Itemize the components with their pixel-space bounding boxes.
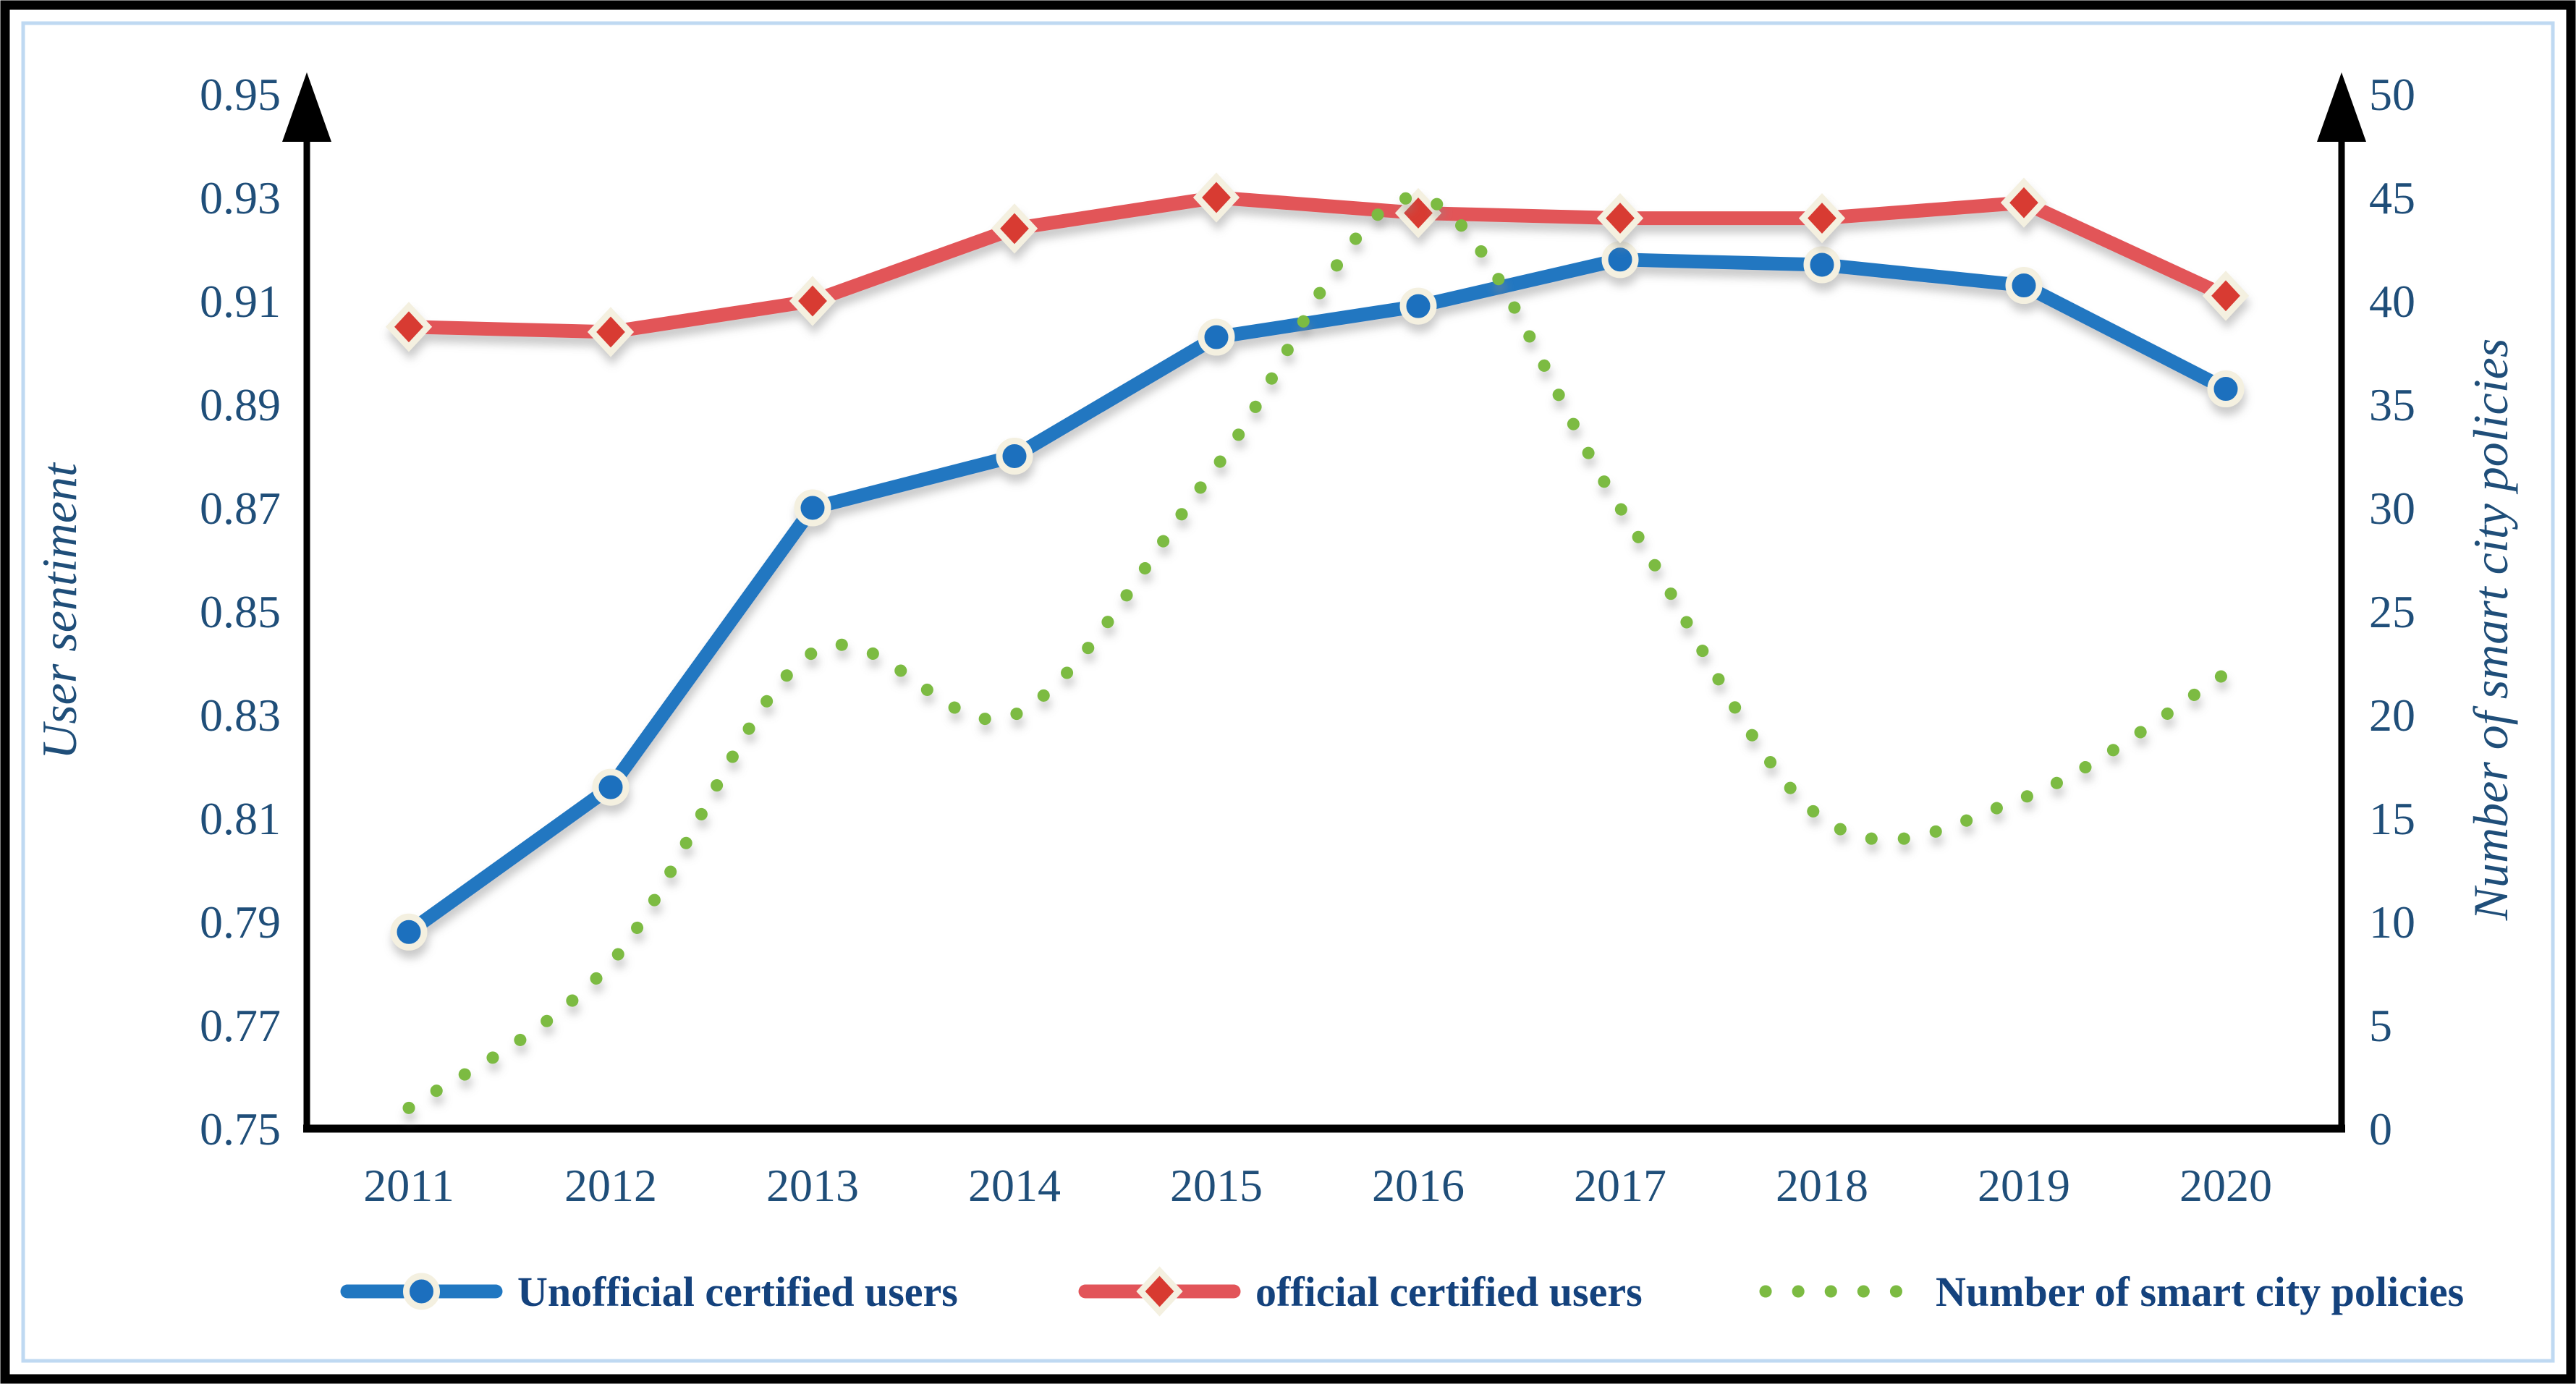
data-point-marker (403, 1273, 440, 1310)
left-tick-label: 0.77 (200, 1000, 281, 1051)
legend-item: Number of smart city policies (1759, 1268, 2464, 1315)
left-tick-label: 0.87 (200, 483, 281, 534)
legend-item: official certified users (1078, 1266, 1643, 1317)
right-tick-label: 35 (2369, 379, 2415, 430)
year-label: 2012 (564, 1160, 657, 1211)
right-tick-label: 40 (2369, 276, 2415, 327)
left-tick-label: 0.81 (200, 793, 281, 844)
left-tick-label: 0.83 (200, 689, 281, 741)
series-official (385, 172, 2250, 357)
data-point-marker (2005, 267, 2043, 305)
series-lines (385, 172, 2250, 1114)
data-point-marker (996, 438, 1033, 475)
right-tick-label: 50 (2369, 69, 2415, 120)
left-tick-label: 0.91 (200, 276, 281, 327)
left-axis-arrow-icon (282, 72, 331, 142)
data-point-marker (1798, 192, 1846, 244)
legend-item-label: Unofficial certified users (517, 1268, 958, 1315)
right-axis-title: Number of smart city policies (2463, 339, 2518, 922)
left-tick-label: 0.93 (200, 172, 281, 224)
left-tick-label: 0.79 (200, 896, 281, 948)
right-axis-ticks: 0 5 10 15 20 25 30 35 40 45 50 (2369, 69, 2415, 1155)
left-tick-label: 0.95 (200, 69, 281, 120)
right-tick-label: 5 (2369, 1000, 2392, 1051)
right-tick-label: 30 (2369, 483, 2415, 534)
left-tick-label: 0.75 (200, 1103, 281, 1155)
data-point-marker (1136, 1266, 1183, 1317)
data-point-marker (1399, 287, 1437, 325)
data-point-marker (991, 203, 1038, 254)
left-tick-label: 0.89 (200, 379, 281, 430)
year-label: 2018 (1776, 1160, 1868, 1211)
legend-item-label: official certified users (1255, 1268, 1643, 1315)
legend-item: Unofficial certified users (340, 1268, 958, 1315)
data-point-marker (1803, 246, 1841, 284)
data-point-marker (1192, 172, 1240, 223)
legend: Unofficial certified users official certi… (340, 1266, 2464, 1317)
series-line (402, 252, 2233, 939)
left-tick-label: 0.85 (200, 586, 281, 637)
year-label: 2019 (1978, 1160, 2070, 1211)
legend-item-label: Number of smart city policies (1936, 1268, 2464, 1315)
year-label: 2011 (363, 1160, 454, 1211)
data-point-marker (789, 276, 836, 326)
data-point-marker (1198, 318, 1235, 356)
right-tick-label: 0 (2369, 1103, 2392, 1155)
right-tick-label: 20 (2369, 689, 2415, 741)
data-point-marker (385, 302, 433, 352)
data-point-marker (390, 913, 428, 951)
data-point-marker (2000, 177, 2048, 228)
data-point-marker (1601, 241, 1639, 279)
year-label: 2016 (1372, 1160, 1465, 1211)
inner-border (21, 21, 2555, 1363)
x-axis-labels: 2011 2012 2013 2014 2015 2016 2017 2018 2019 2020 (363, 1160, 2272, 1211)
data-point-marker (2207, 370, 2245, 408)
data-point-marker (1596, 192, 1644, 244)
right-tick-label: 45 (2369, 172, 2415, 224)
data-point-marker (794, 489, 831, 527)
right-tick-label: 10 (2369, 896, 2415, 948)
series-unofficial (390, 241, 2245, 951)
right-tick-label: 25 (2369, 586, 2415, 637)
right-tick-label: 15 (2369, 793, 2415, 844)
data-point-marker (592, 768, 630, 806)
year-label: 2015 (1170, 1160, 1263, 1211)
left-axis-ticks: 0.75 0.77 0.79 0.81 0.83 0.85 0.87 0.89 0.91 0.93… (200, 69, 281, 1155)
year-label: 2014 (968, 1160, 1061, 1211)
year-label: 2017 (1574, 1160, 1666, 1211)
year-label: 2020 (2179, 1160, 2272, 1211)
year-label: 2013 (766, 1160, 859, 1211)
left-axis-title: User sentiment (32, 462, 87, 760)
data-point-marker (2202, 271, 2250, 321)
data-point-marker (587, 307, 635, 357)
right-axis-arrow-icon (2317, 72, 2366, 142)
series-line (402, 190, 2233, 339)
